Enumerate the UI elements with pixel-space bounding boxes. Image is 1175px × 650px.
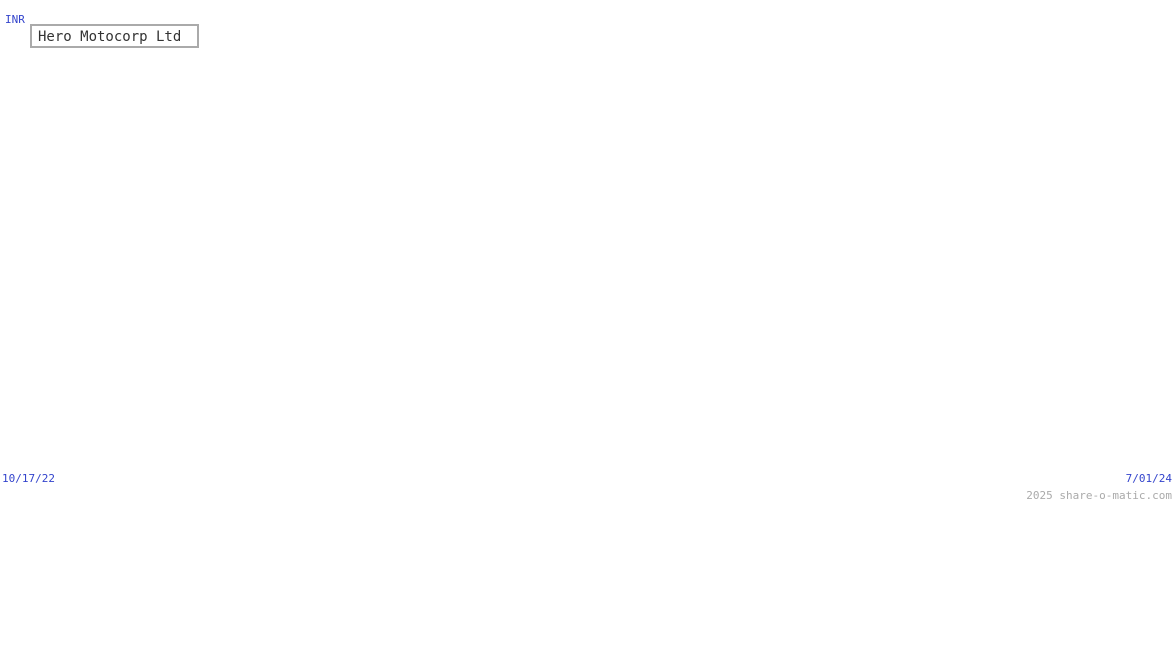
credit: 2025 share-o-matic.com bbox=[1026, 489, 1172, 502]
labels: INR Hero Motocorp Ltd 10/17/22 7/01/24 2… bbox=[2, 13, 1172, 502]
start-date: 10/17/22 bbox=[2, 472, 55, 485]
end-date: 7/01/24 bbox=[1126, 472, 1173, 485]
chart-title: Hero Motocorp Ltd bbox=[38, 29, 181, 45]
title-box bbox=[30, 24, 199, 48]
unit-label: INR bbox=[5, 13, 25, 26]
